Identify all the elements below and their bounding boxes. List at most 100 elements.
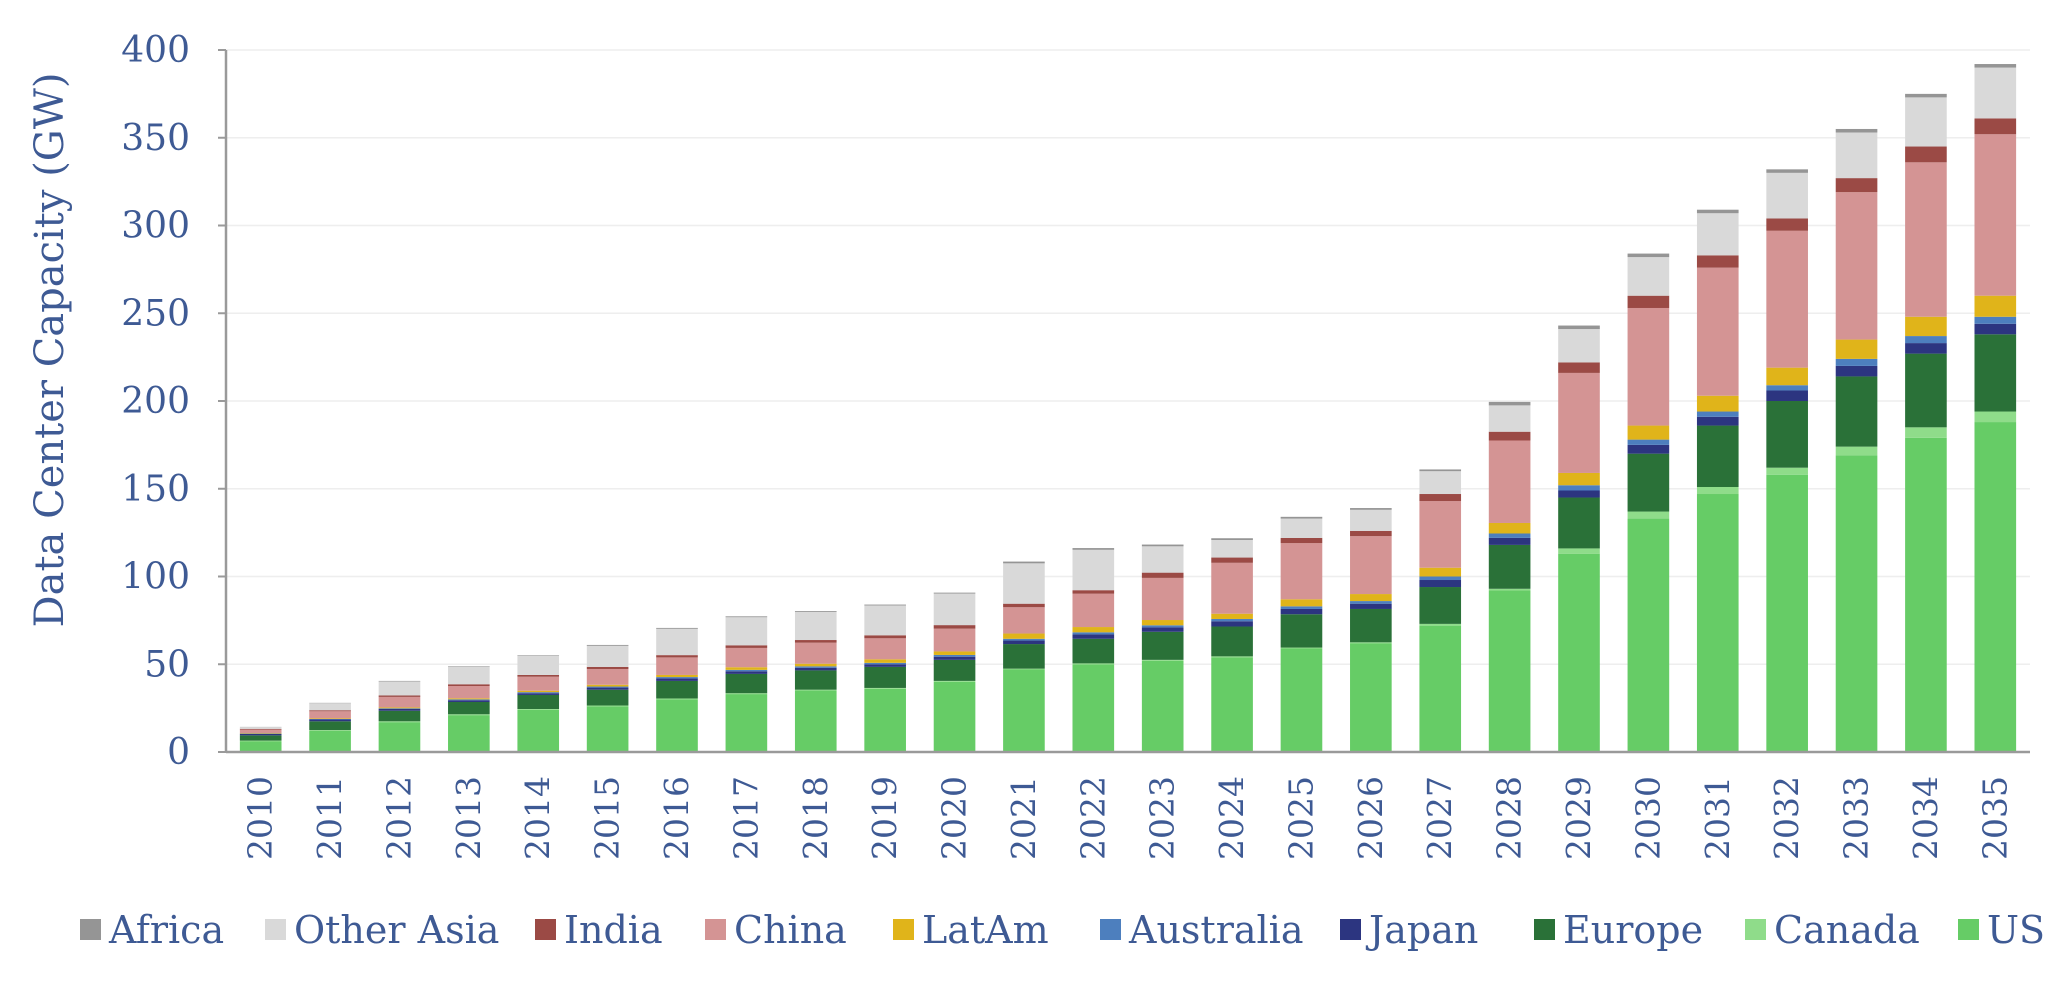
x-tick-label: 2026 [1351,776,1390,860]
bar-segment-latam-2032 [1766,367,1808,386]
bar-segment-india-2022 [1072,590,1115,594]
bar-segment-other-asia-2012 [378,681,421,696]
bar-segment-japan-2035 [1974,323,2017,335]
bar-segment-latam-2028 [1488,522,1531,534]
bar-segment-africa-2020 [933,592,976,594]
x-tick-label: 2019 [865,776,904,860]
bar-segment-japan-2019 [864,664,906,667]
bar-segment-africa-2018 [794,611,837,612]
bar-segment-canada-2016 [656,698,698,700]
bar-segment-japan-2013 [448,700,490,702]
bar-segment-australia-2018 [794,666,837,668]
bar-segment-europe-2019 [864,666,906,688]
bar-segment-canada-2020 [933,680,976,682]
x-tick-label: 2016 [657,776,696,860]
bar-segment-latam-2023 [1141,620,1184,626]
bar-segment-japan-2017 [725,671,768,674]
bar-segment-other-asia-2010 [239,727,282,729]
bars [239,64,2017,752]
bar-segment-japan-2018 [794,667,837,671]
bar-segment-india-2026 [1350,530,1392,537]
bar-segment-europe-2024 [1211,626,1253,657]
bar-segment-other-asia-2016 [656,628,698,656]
bar-segment-japan-2024 [1211,621,1253,627]
x-tick-label: 2011 [310,776,349,860]
bar-segment-other-asia-2023 [1141,546,1184,573]
bar-segment-canada-2012 [378,721,421,723]
bar-segment-us-2031 [1696,494,1739,752]
y-axis-ticks: 0 50 100 150 200 250 300 350 400 [121,30,190,773]
bar-segment-latam-2034 [1905,316,1947,337]
bar-segment-china-2025 [1280,543,1323,600]
bar-segment-africa-2026 [1350,508,1392,510]
bar-segment-india-2030 [1627,295,1670,308]
bar-segment-other-asia-2011 [309,703,351,711]
bar-segment-australia-2013 [448,699,490,701]
bar-segment-africa-2031 [1696,209,1739,214]
x-tick-label: 2017 [726,776,765,860]
bar-segment-australia-2035 [1974,316,2017,324]
bar-segment-china-2032 [1766,230,1808,368]
y-tick-label: 100 [121,557,190,598]
bar-segment-us-2024 [1211,657,1253,752]
bar-segment-india-2028 [1488,431,1531,441]
bar-segment-latam-2033 [1835,339,1878,359]
legend-label-europe: Europe [1563,908,1703,952]
bar-segment-us-2026 [1350,643,1392,752]
bar-segment-us-2011 [309,730,351,752]
bar-segment-africa-2012 [378,680,421,682]
bar-segment-canada-2028 [1488,588,1531,591]
bar-segment-china-2012 [378,696,421,708]
bar-segment-other-asia-2035 [1974,67,2017,119]
bar-segment-africa-2016 [656,627,698,629]
x-tick-label: 2025 [1281,776,1320,860]
bar-segment-australia-2022 [1072,632,1115,635]
legend-label-us: US [1987,908,2045,952]
bar-segment-us-2027 [1419,625,1462,752]
bar-segment-europe-2029 [1558,497,1600,549]
x-tick-label: 2033 [1837,776,1876,860]
bar-segment-us-2018 [794,690,837,752]
legend-label-japan: Japan [1365,908,1478,952]
y-tick-label: 350 [121,118,190,159]
bar-segment-other-asia-2022 [1072,549,1115,591]
bar-segment-japan-2033 [1835,365,1878,377]
bar-segment-other-asia-2020 [933,593,976,626]
bar-segment-japan-2020 [933,656,976,660]
bar-segment-europe-2017 [725,673,768,694]
bar-segment-china-2034 [1905,162,1947,317]
bar-segment-china-2029 [1558,372,1600,473]
bar-segment-latam-2026 [1350,594,1392,602]
bar-segment-latam-2021 [1003,633,1045,639]
bar-segment-other-asia-2021 [1003,563,1045,604]
bar-segment-africa-2030 [1627,253,1670,258]
legend-swatch-europe [1534,919,1555,940]
bar-segment-other-asia-2026 [1350,509,1392,531]
bar-segment-japan-2026 [1350,603,1392,609]
bar-segment-china-2013 [448,686,490,699]
bar-segment-us-2023 [1141,660,1184,752]
legend-label-africa: Africa [108,908,224,952]
bar-segment-canada-2017 [725,693,768,695]
bar-segment-europe-2032 [1766,401,1808,468]
x-tick-label: 2018 [796,776,835,860]
bar-segment-china-2022 [1072,593,1115,628]
bar-segment-europe-2026 [1350,608,1392,643]
bar-segment-latam-2015 [586,684,629,687]
bar-segment-europe-2021 [1003,644,1045,669]
bar-segment-us-2019 [864,688,906,752]
bar-segment-europe-2012 [378,710,421,722]
bar-segment-latam-2019 [864,659,906,663]
bar-segment-latam-2025 [1280,599,1323,607]
bar-segment-canada-2030 [1627,511,1670,519]
axes [218,49,2030,754]
bar-segment-canada-2029 [1558,548,1600,554]
bar-segment-australia-2025 [1280,606,1323,609]
bar-segment-australia-2031 [1696,411,1739,417]
bar-segment-china-2024 [1211,562,1253,614]
bar-segment-australia-2020 [933,654,976,657]
bar-segment-australia-2026 [1350,601,1392,604]
legend-label-canada: Canada [1774,908,1920,952]
bar-segment-us-2021 [1003,669,1045,752]
